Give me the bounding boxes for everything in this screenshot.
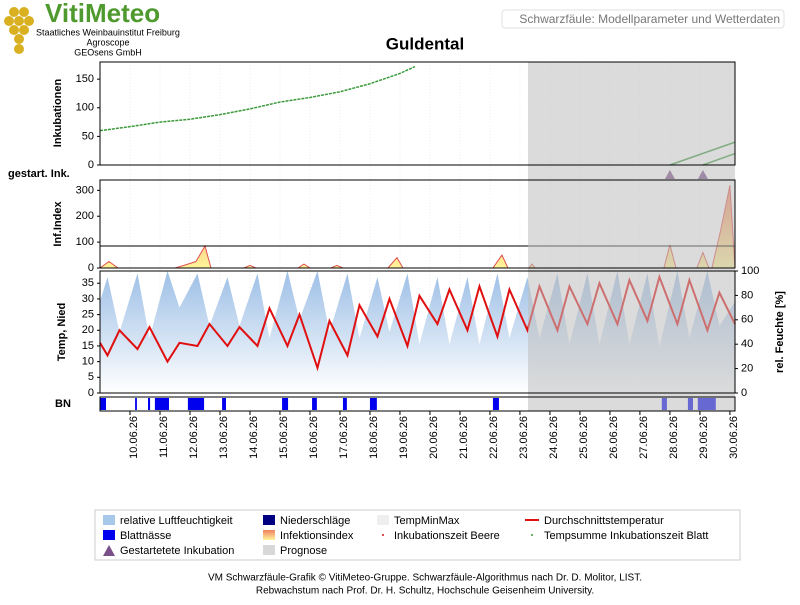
axis-label: rel. Feuchte [%] <box>774 291 786 373</box>
x-tick-label: 23.06.26 <box>518 416 530 459</box>
legend-swatch <box>263 515 275 525</box>
legend-label: relative Luftfeuchtigkeit <box>120 515 233 527</box>
leaf-wetness-bar <box>282 398 289 410</box>
y-tick-label: 15 <box>82 340 94 352</box>
x-tick-label: 21.06.26 <box>458 416 470 459</box>
legend-swatch <box>263 545 275 555</box>
x-tick-label: 10.06.26 <box>128 416 140 459</box>
legend-label: Tempsumme Inkubationszeit Blatt <box>544 530 708 542</box>
y-tick-label: 300 <box>76 184 94 196</box>
y-tick-label: 25 <box>82 309 94 321</box>
brand: VitiMeteo <box>45 0 160 28</box>
x-tick-label: 16.06.26 <box>308 416 320 459</box>
title-box <box>501 9 785 29</box>
footer: Rebwachstum nach Prof. Dr. H. Schultz, H… <box>256 586 594 597</box>
axis-label: Temp, Nied <box>56 303 68 361</box>
y-tick-label: 35 <box>82 277 94 289</box>
y-tick-label: 10 <box>82 356 94 368</box>
y-tick-label: 40 <box>741 338 753 350</box>
y-tick-label: 0 <box>88 159 94 171</box>
org: Agroscope <box>86 37 129 47</box>
x-tick-label: 26.06.26 <box>608 416 620 459</box>
y-tick-label: 0 <box>741 387 747 399</box>
org: Staatliches Weinbauinstitut Freiburg <box>36 27 180 37</box>
legend-label: Durchschnittstemperatur <box>544 515 664 527</box>
x-tick-label: 24.06.26 <box>548 416 560 459</box>
axis-label: gestart. Ink. <box>8 168 70 180</box>
axis-label: Inkubationen <box>52 79 64 148</box>
leaf-wetness-bar <box>492 398 499 410</box>
legend-label: Infektionsindex <box>280 530 354 542</box>
x-tick-label: 20.06.26 <box>428 416 440 459</box>
leaf-wetness-bar <box>100 398 106 410</box>
leaf-wetness-bar <box>154 398 169 410</box>
footer: VM Schwarzfäule-Grafik © VitiMeteo-Grupp… <box>208 573 642 584</box>
prognose-area <box>528 62 735 411</box>
y-tick-label: 20 <box>741 363 753 375</box>
panel-frame <box>99 179 736 269</box>
leaf-wetness-bar <box>369 398 377 410</box>
leaf-wetness-bar <box>187 398 205 410</box>
leaf-wetness-bar <box>147 398 151 410</box>
legend-label: Prognose <box>280 545 327 557</box>
y-tick-label: 100 <box>76 102 94 114</box>
legend-label: Niederschläge <box>280 515 350 527</box>
y-tick-label: 0 <box>88 387 94 399</box>
x-tick-label: 11.06.26 <box>158 416 170 458</box>
y-tick-label: 100 <box>741 265 759 277</box>
axis-label: BN <box>55 398 71 410</box>
x-tick-label: 15.06.26 <box>278 416 290 459</box>
leaf-wetness-bar <box>342 398 347 410</box>
x-tick-label: 28.06.26 <box>668 416 680 459</box>
legend-label: Blattnässe <box>120 530 171 542</box>
leaf-wetness-bar <box>222 398 226 410</box>
legend-label: Inkubationszeit Beere <box>394 530 500 542</box>
x-tick-label: 22.06.26 <box>488 416 500 459</box>
legend-swatch <box>377 515 389 525</box>
plot: 10.06.26 11.06.26 12.06.26 13.06.26 14.06.26… <box>76 62 759 459</box>
y-tick-label: 200 <box>76 210 94 222</box>
legend-label: TempMinMax <box>394 515 460 527</box>
x-tick-label: 19.06.26 <box>398 416 410 459</box>
x-tick-label: 17.06.26 <box>338 416 350 459</box>
leaf-wetness-bar <box>135 398 137 410</box>
logo <box>4 7 34 54</box>
x-tick-label: 13.06.26 <box>218 416 230 459</box>
axis-label: Inf.Index <box>52 201 64 247</box>
incubation-line <box>99 65 416 132</box>
y-tick-label: 20 <box>82 324 94 336</box>
legend: relative Luftfeuchtigkeit Niederschläge … <box>94 509 741 561</box>
legend-swatch <box>263 530 275 540</box>
x-tick-label: 29.06.26 <box>698 416 710 459</box>
y-tick-label: 100 <box>76 236 94 248</box>
legend-box <box>94 509 741 561</box>
y-tick-label: 50 <box>82 130 94 142</box>
x-tick-label: 25.06.26 <box>578 416 590 459</box>
legend-swatch <box>382 534 384 536</box>
y-tick-label: 5 <box>88 371 94 383</box>
panel-frame <box>99 396 736 412</box>
y-tick-label: 60 <box>741 314 753 326</box>
chart-title: Guldental <box>386 34 464 53</box>
panel-frame <box>99 61 736 166</box>
x-tick-label: 27.06.26 <box>638 416 650 459</box>
legend-swatch <box>103 530 115 540</box>
legend-label: Gestartetete Inkubation <box>120 545 234 557</box>
page-title: Schwarzfäule: Modellparameter und Wetter… <box>519 12 780 26</box>
panel-frame <box>99 270 736 394</box>
y-tick-label: 150 <box>76 73 94 85</box>
org: GEOsens GmbH <box>74 47 142 57</box>
x-tick-label: 14.06.26 <box>248 416 260 459</box>
y-tick-label: 0 <box>88 262 94 274</box>
y-tick-label: 80 <box>741 289 753 301</box>
legend-swatch <box>531 534 533 536</box>
x-tick-label: 30.06.26 <box>728 416 740 459</box>
y-tick-label: 30 <box>82 293 94 305</box>
legend-swatch <box>103 515 115 525</box>
leaf-wetness-bar <box>312 398 317 410</box>
x-tick-label: 18.06.26 <box>368 416 380 459</box>
x-tick-label: 12.06.26 <box>188 416 200 459</box>
legend-swatch <box>103 545 115 556</box>
